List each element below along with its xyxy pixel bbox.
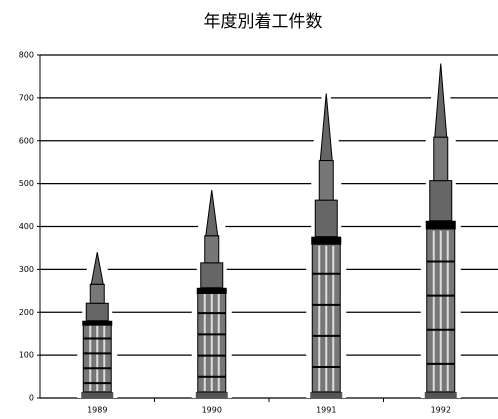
y-tick-label: 800 [19, 51, 34, 60]
building-spire [90, 252, 104, 285]
x-tick-label: 1990 [202, 406, 222, 415]
y-tick-label: 100 [19, 351, 34, 360]
y-tick-label: 400 [19, 222, 34, 231]
building-base [195, 392, 228, 398]
y-tick-label: 0 [29, 394, 34, 403]
building [306, 93, 347, 399]
y-tick-label: 700 [19, 93, 34, 102]
building-section [85, 302, 109, 322]
y-tick-label: 600 [19, 136, 34, 145]
building-spire [319, 93, 333, 162]
building-spire [205, 189, 219, 237]
x-tick-label: 1989 [87, 406, 107, 415]
building-cornice [311, 236, 342, 245]
x-tick-label: 1991 [316, 406, 336, 415]
building-upper [89, 283, 105, 304]
building-cornice [196, 287, 227, 294]
building-cornice [82, 320, 113, 326]
building-section [200, 262, 224, 289]
building-base [424, 392, 457, 398]
building-section [429, 180, 453, 222]
building-upper [433, 136, 449, 182]
building [420, 63, 461, 398]
building-section [314, 199, 338, 238]
chart-title: 年度別着工件数 [204, 12, 323, 32]
building-upper [318, 160, 334, 201]
building-base [310, 392, 343, 398]
y-tick-label: 300 [19, 265, 34, 274]
building [77, 252, 118, 398]
x-tick-label: 1992 [431, 406, 451, 415]
building [191, 189, 232, 398]
building-base [81, 392, 114, 398]
building-upper [204, 235, 220, 264]
building-spire [434, 63, 448, 138]
y-tick-label: 500 [19, 179, 34, 188]
building-cornice [425, 220, 456, 230]
y-tick-label: 200 [19, 308, 34, 317]
